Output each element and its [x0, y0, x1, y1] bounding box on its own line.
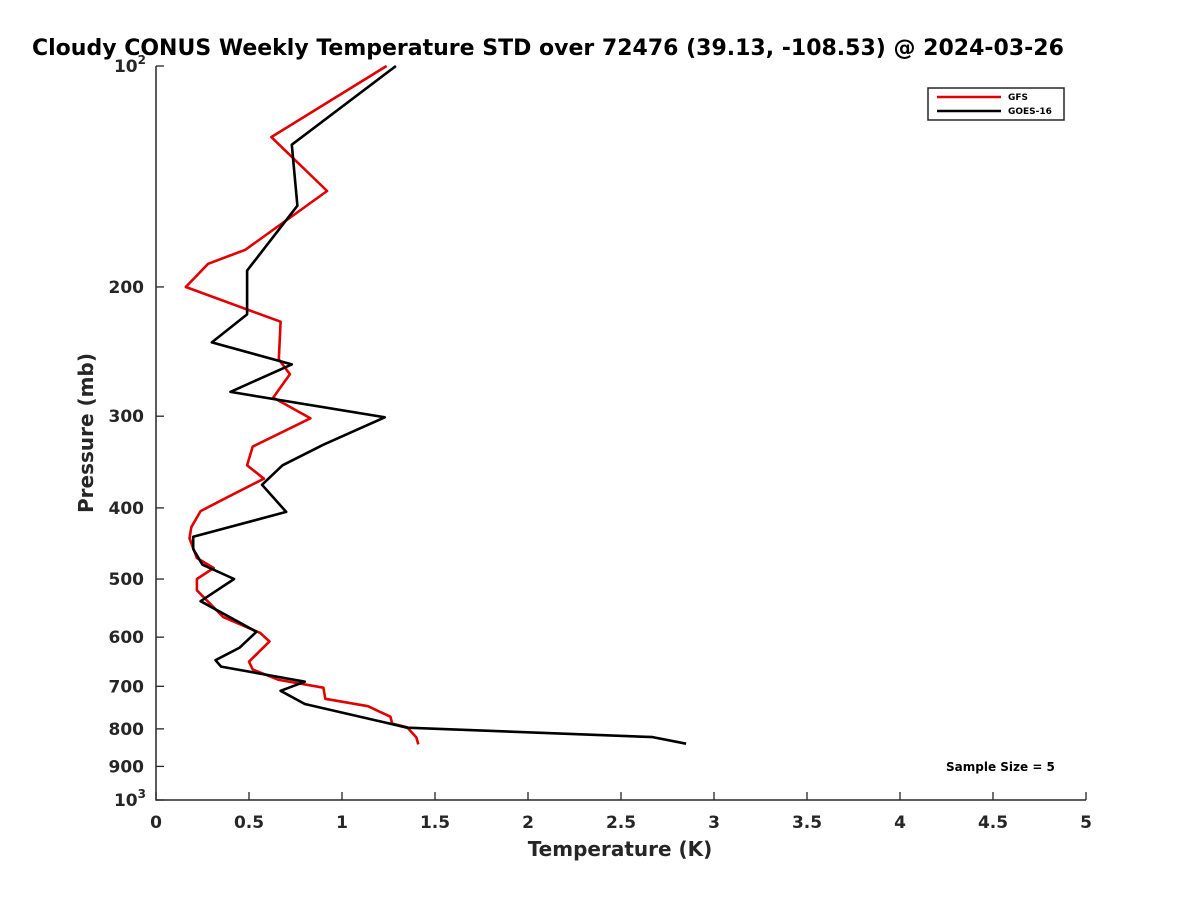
x-axis-ticks: 0 0.5 1 1.5 2 2.5 3 3.5 4 4.5 5: [150, 792, 1092, 833]
y-tick-label: 900: [109, 757, 145, 777]
y-tick-label: 102: [114, 53, 146, 77]
x-tick-label: 5: [1080, 813, 1092, 833]
sample-size-annotation: Sample Size = 5: [946, 760, 1055, 774]
y-axis-ticks: 102 200 300 400 500 600 700 800 900 103: [109, 53, 164, 811]
x-tick-label: 0.5: [234, 813, 264, 833]
legend-box: [927, 87, 1065, 121]
x-axis-label: Temperature (K): [528, 837, 713, 861]
x-tick-label: 1.5: [420, 813, 450, 833]
x-tick-label: 1: [336, 813, 348, 833]
y-tick-label: 600: [109, 628, 145, 648]
y-tick-label: 300: [109, 407, 145, 427]
x-tick-label: 3.5: [792, 813, 822, 833]
y-tick-label: 500: [109, 570, 145, 590]
y-tick-label: 800: [109, 720, 145, 740]
y-tick-label: 400: [109, 499, 145, 519]
chart-title: Cloudy CONUS Weekly Temperature STD over…: [32, 36, 1064, 61]
legend-label-gfs: GFS: [1008, 93, 1028, 103]
legend-label-goes16: GOES-16: [1008, 107, 1052, 117]
y-tick-label: 700: [109, 677, 145, 697]
series-line-goes16: [191, 64, 687, 745]
legend: GFS GOES-16: [927, 87, 1065, 121]
x-tick-label: 4: [894, 813, 906, 833]
y-tick-label: 200: [109, 278, 145, 298]
series-line-gfs: [184, 64, 420, 745]
y-axis-label: Pressure (mb): [74, 353, 98, 513]
x-tick-label: 2: [522, 813, 534, 833]
x-tick-label: 4.5: [978, 813, 1008, 833]
x-tick-label: 2.5: [606, 813, 636, 833]
series-lines: [184, 64, 687, 745]
y-tick-label: 103: [114, 787, 146, 811]
x-tick-label: 3: [708, 813, 720, 833]
x-tick-label: 0: [150, 813, 162, 833]
